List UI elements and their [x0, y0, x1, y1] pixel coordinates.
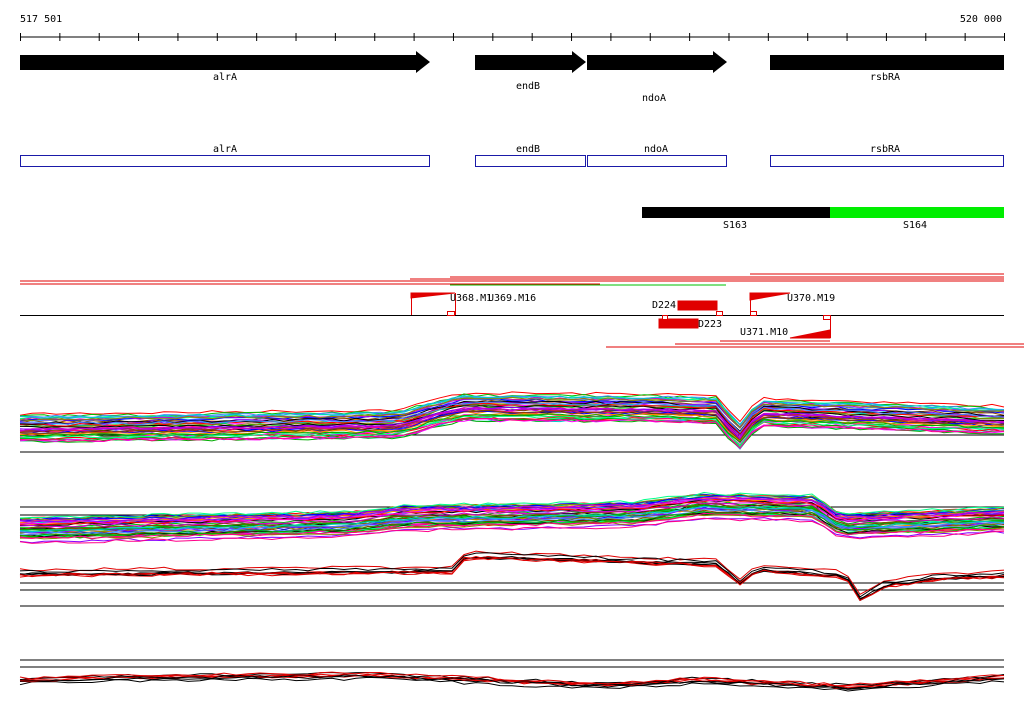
profile-line [19, 514, 1005, 540]
ruler-end: 520 000 [960, 14, 1002, 25]
ruler-ticks [20, 33, 1005, 41]
profile-line [19, 410, 1004, 442]
profile-line [19, 555, 1005, 601]
segment-label: S163 [723, 220, 747, 231]
feature-box [658, 318, 699, 329]
gene-arrow [20, 51, 430, 73]
profile-line [19, 674, 1005, 690]
profile-line [19, 497, 1005, 523]
profile-line [19, 402, 1005, 435]
profile-line [19, 401, 1005, 433]
annotation-box [587, 155, 727, 167]
profile-line [19, 396, 1005, 429]
profile-line [19, 495, 1005, 522]
gene-label: ndoA [642, 93, 666, 104]
profile-line [19, 400, 1005, 432]
profile-line [19, 511, 1005, 538]
feature-label: D223 [698, 319, 722, 330]
profile-line [19, 498, 1005, 525]
profile-line [19, 671, 1005, 687]
expression-tracks [19, 391, 1005, 692]
profile-line [19, 491, 1005, 519]
profile-line [19, 512, 1005, 539]
feature-end [750, 311, 757, 316]
profile-line [19, 550, 1005, 595]
profile-line [19, 511, 1005, 538]
annotation-box [475, 155, 586, 167]
profile-line [19, 413, 1005, 443]
annotation-label: ndoA [644, 144, 668, 155]
profile-line [19, 396, 1005, 428]
segment [642, 207, 830, 218]
feature-box [677, 300, 718, 311]
profile-line [19, 676, 1005, 692]
read-lines [20, 273, 1024, 348]
gene-arrow [770, 55, 1004, 70]
feature-label: U371.M10 [740, 327, 788, 338]
ruler-start: 517 501 [20, 14, 62, 25]
feature-flag [789, 329, 831, 339]
feature-label: U370.M19 [787, 293, 835, 304]
profile-line [19, 506, 1005, 534]
annotation-label: endB [516, 144, 540, 155]
annotation-box [770, 155, 1004, 167]
annotation-label: alrA [213, 144, 237, 155]
gene-label: endB [516, 81, 540, 92]
feature-end [662, 315, 668, 320]
profile-line [19, 555, 1005, 601]
feature-end [823, 315, 831, 320]
feature-flag [749, 292, 791, 301]
profile-line [19, 502, 1005, 531]
feature-end [716, 311, 723, 316]
gene-arrow [475, 51, 586, 73]
profile-line [19, 505, 1005, 533]
segment [830, 207, 1004, 218]
profile-line [19, 517, 1005, 544]
annotation-box [20, 155, 430, 167]
annotation-label: rsbRA [870, 144, 900, 155]
profile-line [19, 517, 1005, 544]
gene-arrow [587, 51, 727, 73]
profile-line [19, 391, 1005, 423]
profile-line [19, 415, 1005, 448]
feature-end [447, 311, 455, 316]
gene-label: alrA [213, 72, 237, 83]
profile-line [19, 552, 1005, 598]
feature-label: U368.M1 [450, 293, 492, 304]
feature-flag [410, 292, 456, 299]
feature-label: D224 [652, 300, 676, 311]
profile-line [19, 417, 1005, 449]
feature-label: U369.M16 [488, 293, 536, 304]
segment-label: S164 [903, 220, 927, 231]
profile-line [19, 557, 1005, 600]
profile-line [19, 409, 1005, 442]
gene-label: rsbRA [870, 72, 900, 83]
profile-line [19, 407, 1005, 439]
